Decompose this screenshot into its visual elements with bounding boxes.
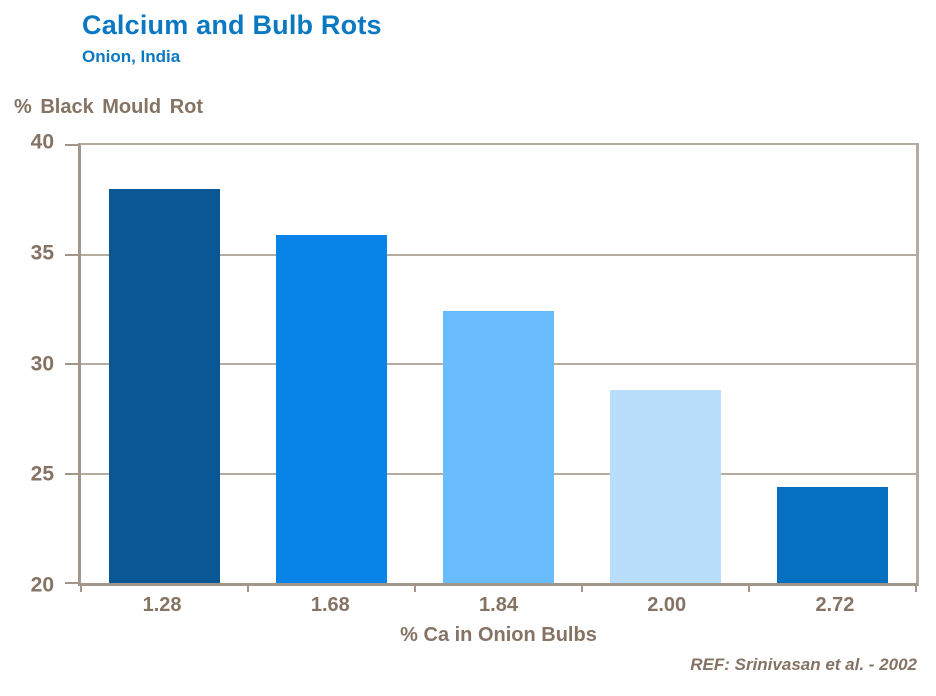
bar — [609, 390, 722, 583]
y-axis-tick — [65, 472, 79, 475]
x-axis-tick-label: 1.28 — [142, 594, 182, 616]
chart-subtitle: Onion, India — [82, 47, 181, 66]
x-axis-tick-label: 2.00 — [647, 594, 687, 616]
y-axis-tick — [65, 582, 79, 584]
x-axis-tick — [581, 583, 583, 592]
y-axis-tick-label: 30 — [30, 352, 54, 376]
x-axis-tick-label: 2.72 — [815, 594, 855, 616]
x-axis-tick-label: 1.84 — [479, 594, 518, 616]
bar — [776, 486, 889, 583]
y-axis-tick-label: 40 — [30, 130, 54, 154]
bar-slot — [81, 145, 248, 583]
y-axis-tick-label: 20 — [30, 573, 54, 597]
y-axis-tick — [65, 253, 79, 256]
y-axis-tick-label: 25 — [30, 462, 54, 486]
chart-title: Calcium and Bulb Rots — [82, 10, 382, 40]
bar — [275, 234, 388, 583]
y-axis-title: % Black Mould Rot — [14, 96, 204, 118]
bar-slot — [248, 145, 415, 583]
x-axis-tick — [414, 583, 416, 592]
bar-slot — [582, 145, 749, 583]
bar — [442, 311, 555, 583]
x-axis-tick — [80, 583, 82, 592]
x-axis-tick — [247, 583, 249, 592]
bar-slot — [415, 145, 582, 583]
y-axis-tick-label: 35 — [30, 241, 54, 265]
y-axis-tick — [65, 363, 79, 365]
x-axis-tick — [748, 583, 750, 592]
reference-text: REF: Srinivasan et al. - 2002 — [690, 655, 917, 674]
gridline — [81, 253, 916, 256]
y-axis-tick — [65, 144, 79, 146]
x-axis-tick-labels: 1.28 1.68 1.84 2.00 2.72 — [78, 594, 919, 617]
bars — [81, 145, 916, 583]
plot-area — [65, 143, 919, 592]
bar — [108, 188, 221, 583]
y-axis-tick-labels: 20 25 30 35 40 — [0, 131, 64, 597]
x-axis-tick-label: 1.68 — [310, 594, 350, 616]
x-axis-title: % Ca in Onion Bulbs — [400, 624, 597, 646]
bar-slot — [749, 145, 916, 583]
x-axis-tick — [915, 583, 917, 592]
